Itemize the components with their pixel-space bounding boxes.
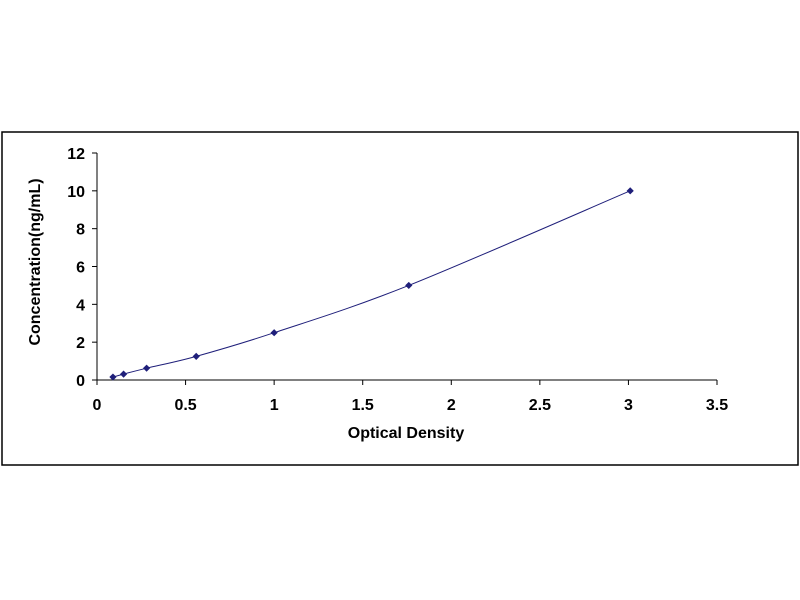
x-axis-title: Optical Density xyxy=(348,425,465,442)
x-tick-label: 0.5 xyxy=(174,397,196,414)
data-point xyxy=(270,329,278,337)
chart-frame-border xyxy=(1,131,799,466)
y-tick-label: 4 xyxy=(76,297,85,314)
x-tick-label: 3.5 xyxy=(706,397,728,414)
x-tick-label: 1 xyxy=(270,397,279,414)
data-markers xyxy=(109,187,634,381)
data-point xyxy=(143,364,151,372)
x-tick-label: 2.5 xyxy=(529,397,551,414)
x-tick-label: 2 xyxy=(447,397,456,414)
y-axis-title: Concentration(ng/mL) xyxy=(27,178,44,345)
plot-area: 0 0.5 1 1.5 2 2.5 3 3.5 0 2 4 6 8 10 12 xyxy=(67,146,728,414)
y-tick-label: 0 xyxy=(76,373,85,390)
y-tick-label: 10 xyxy=(67,184,85,201)
y-ticks: 0 2 4 6 8 10 12 xyxy=(67,146,97,390)
x-ticks: 0 0.5 1 1.5 2 2.5 3 3.5 xyxy=(93,380,728,414)
x-tick-label: 1.5 xyxy=(352,397,374,414)
data-point xyxy=(192,352,200,360)
x-tick-label: 3 xyxy=(624,397,633,414)
data-point xyxy=(119,370,128,378)
data-point xyxy=(626,187,634,195)
y-tick-label: 8 xyxy=(76,222,85,239)
y-tick-label: 6 xyxy=(76,260,85,277)
y-tick-label: 2 xyxy=(76,335,85,352)
y-tick-label: 12 xyxy=(67,146,85,163)
data-point xyxy=(405,281,413,290)
data-point xyxy=(109,373,117,381)
x-tick-label: 0 xyxy=(93,397,102,414)
